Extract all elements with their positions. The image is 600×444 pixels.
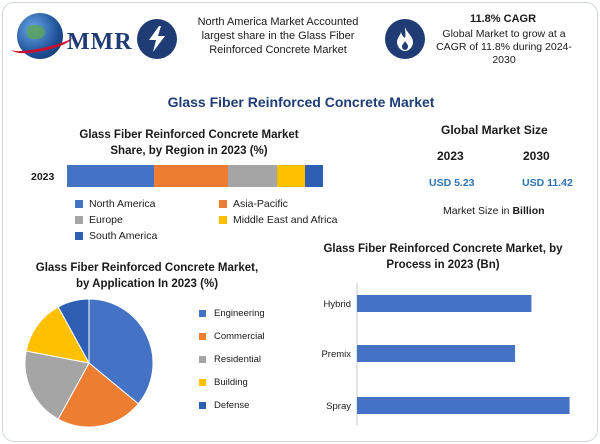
process-label-hybrid: Hybrid [324,299,351,310]
flame-icon [385,19,425,59]
region-segment-middle-east-and-africa [276,165,306,187]
legend-building: Building [199,377,248,388]
legend-label: Asia-Pacific [233,198,288,210]
lightning-icon [137,19,177,59]
pie-slice-residential [24,350,90,420]
application-pie-chart [24,298,154,428]
legend-swatch [199,356,206,363]
legend-label: Middle East and Africa [233,214,338,226]
legend-label: North America [89,198,156,210]
pie-slice-defense [57,298,90,364]
legend-residential: Residential [199,354,261,365]
legend-label: Residential [214,354,261,365]
region-segment-north-america [67,165,155,187]
process-bar-chart: Hybrid Premix Spray [321,283,570,425]
process-bar-spray [357,397,570,414]
legend-swatch [199,379,206,386]
legend-swatch [75,232,83,240]
market-size-value1: USD 5.23 [429,177,475,189]
pie-slice-building [25,306,90,364]
header-box1-text: North America Market Accounted largest s… [197,16,359,56]
legend-swatch [75,216,83,224]
legend-south-america: South America [75,230,157,242]
market-size-note: Market Size in Billion [443,205,545,217]
legend-swatch [219,216,227,224]
cagr-title: 11.8% CAGR [469,13,537,25]
globe-icon [17,13,63,59]
legend-mea: Middle East and Africa [219,214,337,226]
legend-swatch [199,402,206,409]
process-label-spray: Spray [326,401,351,412]
legend-asia-pacific: Asia-Pacific [219,198,288,210]
legend-swatch [75,200,83,208]
market-size-year1: 2023 [437,149,464,163]
legend-north-america: North America [75,198,156,210]
legend-europe: Europe [75,214,123,226]
market-size-note-prefix: Market Size in [443,205,513,217]
logo-text: MMR [67,29,133,55]
pie-slice-engineering [88,298,154,405]
legend-label: South America [89,230,158,242]
legend-swatch [199,333,206,340]
legend-swatch [199,310,206,317]
process-chart-title: Glass Fiber Reinforced Concrete Market, … [323,243,563,271]
main-title: Glass Fiber Reinforced Concrete Market [167,94,435,110]
market-size-title: Global Market Size [441,123,548,137]
legend-defense: Defense [199,400,249,411]
application-chart-title: Glass Fiber Reinforced Concrete Market, … [35,262,259,290]
region-chart-title: Glass Fiber Reinforced Concrete Market S… [79,129,299,157]
process-bar-hybrid [357,295,532,312]
region-year-label: 2023 [31,171,55,183]
legend-label: Building [214,377,248,388]
process-bar-premix [357,345,516,362]
legend-label: Engineering [214,308,265,319]
legend-engineering: Engineering [199,308,265,319]
market-size-note-unit: Billion [512,205,545,217]
process-label-premix: Premix [321,349,351,360]
mmr-logo: MMR [9,11,132,61]
market-size-value2: USD 11.42 [522,177,573,189]
pie-slice-commercial [57,362,140,428]
region-segment-europe [228,165,277,187]
cagr-text: Global Market to grow at a CAGR of 11.8%… [436,28,572,66]
market-size-year2: 2030 [523,149,550,163]
region-stacked-bar [67,165,323,187]
legend-commercial: Commercial [199,331,265,342]
legend-label: Europe [89,214,123,226]
legend-swatch [219,200,227,208]
region-segment-south-america [305,165,323,187]
region-segment-asia-pacific [154,165,229,187]
legend-label: Defense [214,400,250,411]
legend-label: Commercial [214,331,265,342]
